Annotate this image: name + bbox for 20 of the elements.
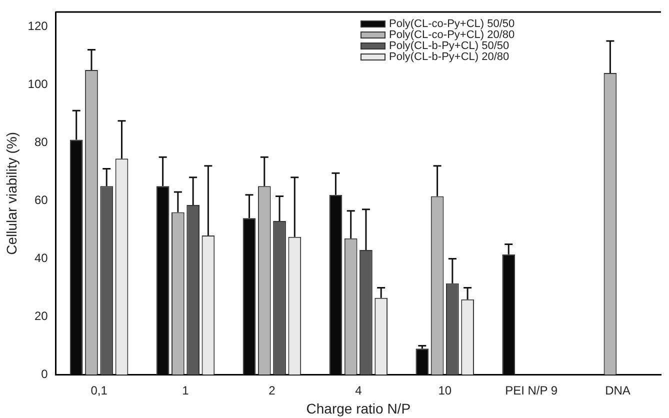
y-axis-title: Cellular viability (%) bbox=[3, 132, 20, 255]
x-tick-label: 4 bbox=[355, 383, 362, 398]
x-axis-title: Charge ratio N/P bbox=[306, 400, 411, 416]
y-tick-label: 100 bbox=[28, 76, 48, 91]
x-tick-label: 10 bbox=[438, 383, 452, 398]
x-tick-label: 1 bbox=[182, 383, 190, 398]
y-tick-label: 0 bbox=[41, 367, 48, 382]
y-tick-label: 20 bbox=[34, 309, 48, 324]
legend-label: Poly(CL-co-Py+CL) 20/80 bbox=[389, 29, 515, 42]
y-tick-label: 60 bbox=[34, 192, 48, 207]
y-tick-label: 120 bbox=[28, 18, 48, 33]
y-tick-label: 80 bbox=[34, 134, 48, 149]
legend-label: Poly(CL-b-Py+CL) 50/50 bbox=[389, 40, 510, 52]
x-tick-label: PEI N/P 9 bbox=[505, 383, 558, 398]
legend-label: Poly(CL-b-Py+CL) 20/80 bbox=[389, 51, 510, 64]
y-tick-label: 40 bbox=[34, 251, 48, 266]
x-tick-label: 0,1 bbox=[90, 383, 108, 398]
x-tick-label: 2 bbox=[268, 383, 276, 398]
x-tick-label: DNA bbox=[605, 383, 630, 398]
legend-label: Poly(CL-co-Py+CL) 50/50 bbox=[389, 18, 515, 30]
